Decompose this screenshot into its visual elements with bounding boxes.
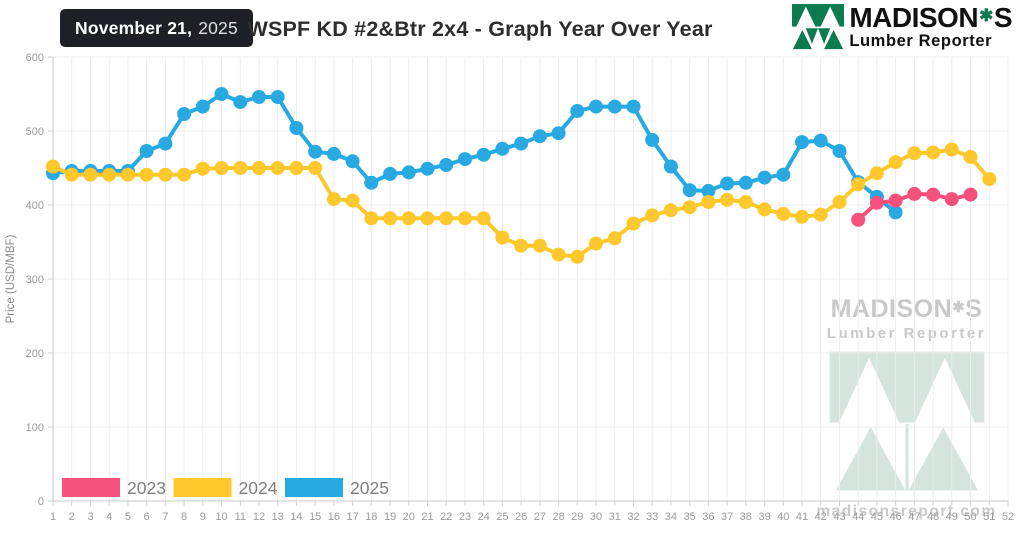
svg-text:35: 35 — [684, 511, 696, 523]
svg-text:40: 40 — [777, 511, 789, 523]
svg-text:11: 11 — [235, 511, 246, 523]
svg-text:19: 19 — [384, 511, 396, 523]
svg-text:5: 5 — [125, 511, 131, 523]
svg-text:20: 20 — [403, 511, 415, 523]
svg-text:46: 46 — [889, 511, 901, 523]
maple-leaf-icon: ✱ — [979, 6, 993, 26]
svg-text:32: 32 — [627, 511, 639, 523]
svg-text:2025: 2025 — [350, 478, 389, 498]
svg-text:14: 14 — [290, 511, 302, 523]
legend-item-2025[interactable]: 2025 — [285, 478, 389, 498]
svg-text:38: 38 — [740, 511, 752, 523]
svg-text:43: 43 — [833, 511, 845, 523]
svg-text:2023: 2023 — [127, 478, 166, 498]
svg-text:16: 16 — [328, 511, 340, 523]
series-2024 — [46, 142, 997, 264]
svg-text:28: 28 — [552, 511, 564, 523]
svg-text:9: 9 — [200, 511, 206, 523]
svg-text:34: 34 — [665, 511, 677, 523]
chart: 1 2 3 4 5 6 7 8 9 10 11 12 13 14 15 16 17 18 19 20 21 22 23 24 2… — [5, 52, 1014, 523]
date-badge: November 21, 2025 — [60, 9, 253, 47]
svg-text:25: 25 — [496, 511, 508, 523]
svg-text:31: 31 — [609, 511, 621, 523]
brand-name: MADISON✱S — [849, 2, 1012, 34]
svg-text:48: 48 — [927, 511, 939, 523]
svg-text:300: 300 — [26, 274, 44, 286]
svg-text:39: 39 — [758, 511, 770, 523]
legend: 2023 2024 2025 — [62, 478, 389, 498]
series-2025 — [46, 87, 903, 220]
svg-text:26: 26 — [515, 511, 527, 523]
legend-item-2023[interactable]: 2023 — [62, 478, 166, 498]
svg-text:2024: 2024 — [239, 478, 278, 498]
svg-text:23: 23 — [459, 511, 471, 523]
x-grid: 1 2 3 4 5 6 7 8 9 10 11 12 13 14 15 16 17 18 19 20 21 22 23 24 2… — [50, 57, 1014, 523]
y-grid: 0 100 200 300 400 500 600 — [26, 52, 1008, 508]
svg-text:8: 8 — [181, 511, 187, 523]
date-year: 2025 — [198, 17, 238, 38]
brand-triangles-icon — [792, 4, 845, 50]
svg-text:52: 52 — [1002, 511, 1014, 523]
svg-text:17: 17 — [346, 511, 358, 523]
svg-text:51: 51 — [983, 511, 995, 523]
watermark-logo-icon — [829, 351, 984, 491]
svg-text:44: 44 — [852, 511, 864, 523]
svg-text:0: 0 — [38, 496, 44, 508]
watermark: MADISON✱S Lumber Reporter madisonsreport… — [799, 295, 1014, 521]
svg-text:13: 13 — [272, 511, 284, 523]
svg-text:600: 600 — [26, 52, 44, 64]
svg-text:18: 18 — [365, 511, 377, 523]
svg-text:42: 42 — [815, 511, 827, 523]
svg-text:7: 7 — [162, 511, 168, 523]
svg-text:37: 37 — [721, 511, 733, 523]
svg-text:47: 47 — [908, 511, 920, 523]
svg-text:6: 6 — [144, 511, 150, 523]
watermark-url: madisonsreport.com — [816, 503, 997, 520]
page-title: WSPF KD #2&Btr 2x4 - Graph Year Over Yea… — [247, 17, 713, 41]
svg-text:400: 400 — [26, 200, 44, 212]
svg-text:27: 27 — [534, 511, 546, 523]
brand-logo: MADISON✱S Lumber Reporter — [792, 4, 1013, 50]
brand-text: MADISON✱S Lumber Reporter — [849, 4, 1012, 50]
svg-text:21: 21 — [421, 511, 433, 523]
svg-text:10: 10 — [215, 511, 227, 523]
svg-text:15: 15 — [309, 511, 321, 523]
date-text: November 21, — [75, 17, 193, 38]
svg-text:12: 12 — [253, 511, 265, 523]
svg-text:45: 45 — [871, 511, 883, 523]
svg-text:100: 100 — [26, 422, 44, 434]
svg-text:49: 49 — [946, 511, 958, 523]
svg-text:2: 2 — [69, 511, 75, 523]
y-axis-title: Price (USD/MBF) — [5, 234, 17, 323]
svg-text:50: 50 — [964, 511, 976, 523]
svg-text:500: 500 — [26, 126, 44, 138]
watermark-brand: MADISON✱S — [830, 295, 983, 323]
svg-text:1: 1 — [50, 511, 56, 523]
svg-text:200: 200 — [26, 348, 44, 360]
svg-text:24: 24 — [478, 511, 490, 523]
svg-text:3: 3 — [87, 511, 93, 523]
svg-text:33: 33 — [646, 511, 658, 523]
brand-tagline: Lumber Reporter — [849, 32, 993, 51]
legend-item-2024[interactable]: 2024 — [173, 478, 278, 498]
series-2023 — [851, 186, 978, 227]
svg-text:30: 30 — [590, 511, 602, 523]
svg-text:29: 29 — [571, 511, 583, 523]
svg-text:4: 4 — [106, 511, 112, 523]
svg-text:36: 36 — [702, 511, 714, 523]
maple-leaf-icon: ✱ — [952, 299, 966, 316]
watermark-tagline: Lumber Reporter — [826, 325, 987, 342]
svg-text:41: 41 — [796, 511, 808, 523]
svg-text:22: 22 — [440, 511, 452, 523]
